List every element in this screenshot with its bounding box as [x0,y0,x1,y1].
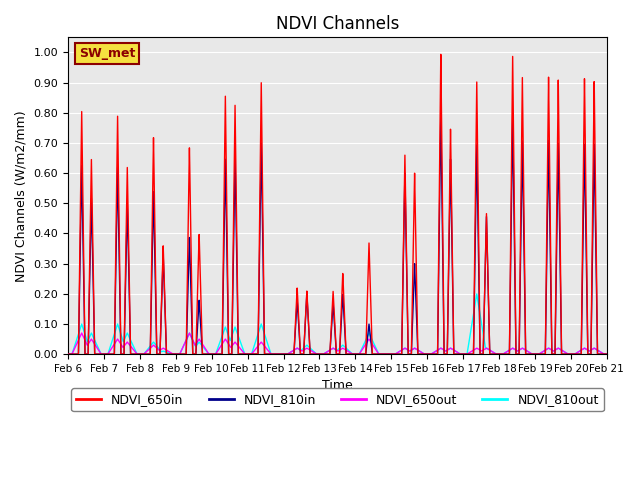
Title: NDVI Channels: NDVI Channels [276,15,399,33]
Text: SW_met: SW_met [79,47,135,60]
Y-axis label: NDVI Channels (W/m2/mm): NDVI Channels (W/m2/mm) [15,110,28,282]
X-axis label: Time: Time [322,379,353,393]
Legend: NDVI_650in, NDVI_810in, NDVI_650out, NDVI_810out: NDVI_650in, NDVI_810in, NDVI_650out, NDV… [71,388,604,411]
